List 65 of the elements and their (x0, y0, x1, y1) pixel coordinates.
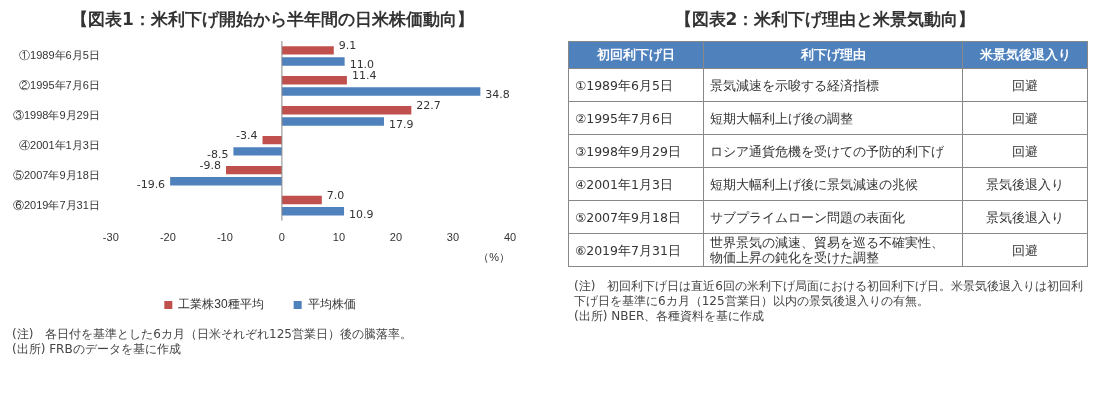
x-tick-label: 30 (446, 231, 460, 244)
category-label: 利下げ理由 (703, 41, 963, 69)
x-tick-label: -10 (216, 231, 233, 244)
bar (281, 106, 412, 115)
x-tick-label: 0 (278, 231, 285, 244)
bar (281, 195, 322, 205)
text: 回避 (1012, 242, 1039, 258)
y-tick-label: ③1998年9月29日 (13, 108, 100, 121)
data-label: 17.9 (388, 118, 414, 132)
text: (注) 初回利下げ日は直近6回の米利下げ局面における初回利下げ日。米景気後退入りは初回利下げ日を基準に6カ月（125営業日）以内の景気後退入りの有無。 (574, 279, 1084, 309)
data-label: 11.4 (351, 69, 377, 83)
category-label: ③1998年9月29日 (575, 143, 681, 159)
x-tick-label: 10 (332, 231, 346, 244)
text: 回避 (1012, 77, 1039, 93)
text: (注) 各日付を基準とした6カ月（日米それぞれ125営業日）後の騰落率。 (12, 327, 413, 342)
data-label: 10.9 (349, 208, 374, 222)
bar (226, 165, 282, 175)
text: 景気後退入り (986, 209, 1065, 225)
bar (281, 87, 481, 96)
y-tick-label: ④2001年1月3日 (19, 138, 100, 151)
text: 短期大幅利上げ後に景気減速の兆候 (709, 176, 918, 192)
category-label: ①1989年6月5日 (575, 77, 673, 93)
legend-label: 平均株価 (307, 297, 356, 312)
text: 回避 (1012, 110, 1039, 126)
bar (281, 76, 347, 85)
text: (出所) NBER、各種資料を基に作成 (574, 309, 766, 324)
text: 世界景気の減速、貿易を巡る不確実性、物価上昇の鈍化を受けた調整 (709, 235, 944, 265)
bar (233, 147, 282, 156)
bar (281, 207, 345, 216)
x-tick-label: -20 (159, 231, 176, 244)
data-label: -19.6 (136, 178, 166, 192)
bar (170, 177, 282, 186)
data-label: 11.0 (349, 58, 375, 72)
x-tick-label: 40 (503, 231, 517, 244)
category-label: 初回利下げ日 (568, 41, 704, 69)
bar (281, 46, 334, 55)
text: 回避 (1012, 143, 1039, 159)
legend-label: 工業株30種平均 (178, 297, 264, 312)
y-tick-label: ⑥2019年7月31日 (13, 198, 100, 211)
chart-title: 【図表1：米利下げ開始から半年間の日米株価動向】 (70, 8, 475, 31)
text: サブプライムローン問題の表面化 (709, 209, 905, 225)
text: 景気後退入り (986, 176, 1065, 192)
category-label: 米景気後退入り (962, 41, 1088, 69)
text: 【図表2：米利下げ理由と米景気動向】 (673, 8, 977, 31)
category-label: ⑥2019年7月31日 (575, 242, 681, 258)
y-tick-label: ②1995年7月6日 (19, 78, 100, 91)
text: 短期大幅利上げ後の調整 (709, 110, 853, 126)
x-tick-label: -30 (102, 231, 119, 244)
y-tick-label: ⑤2007年9月18日 (13, 168, 100, 181)
data-label: 7.0 (326, 188, 345, 202)
category-label: ②1995年7月6日 (575, 110, 673, 126)
bar (281, 117, 384, 126)
x-tick-label: 20 (389, 231, 403, 244)
text: (出所) FRBのデータを基に作成 (12, 342, 182, 357)
y-tick-label: ①1989年6月5日 (19, 49, 100, 61)
data-label: 22.7 (416, 99, 441, 113)
text: 景気減速を示唆する経済指標 (709, 77, 879, 93)
data-label: 34.8 (485, 88, 510, 102)
data-label: -3.4 (236, 129, 258, 143)
category-label: ⑤2007年9月18日 (575, 209, 681, 225)
data-label: 9.1 (338, 39, 357, 53)
text: ロシア通貨危機を受けての予防的利下げ (709, 143, 944, 159)
x-axis-title: （%） (478, 251, 510, 264)
bar (281, 57, 345, 66)
category-label: ④2001年1月3日 (575, 176, 673, 192)
